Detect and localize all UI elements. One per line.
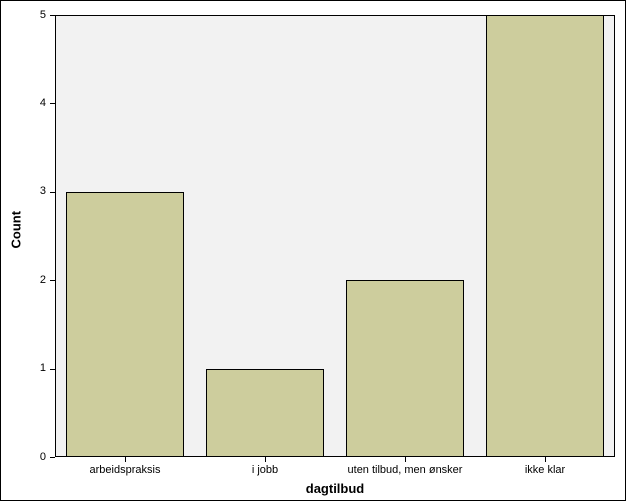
y-tick-label: 3 (26, 185, 46, 197)
x-tick-mark (125, 457, 126, 462)
x-tick-label: uten tilbud, men ønsker (335, 464, 475, 476)
y-tick-mark (50, 369, 55, 370)
x-tick-label: arbeidspraksis (55, 464, 195, 476)
y-tick-label: 0 (26, 451, 46, 463)
bar (66, 192, 184, 457)
y-axis-label: Count (9, 219, 24, 249)
y-tick-mark (50, 457, 55, 458)
y-tick-label: 2 (26, 274, 46, 286)
x-tick-mark (265, 457, 266, 462)
x-tick-mark (545, 457, 546, 462)
x-tick-label: i jobb (195, 464, 335, 476)
x-tick-mark (405, 457, 406, 462)
y-tick-mark (50, 103, 55, 104)
y-tick-label: 1 (26, 362, 46, 374)
bar (346, 280, 464, 457)
y-tick-mark (50, 15, 55, 16)
bar (486, 15, 604, 457)
y-tick-mark (50, 280, 55, 281)
y-tick-label: 4 (26, 97, 46, 109)
y-tick-mark (50, 192, 55, 193)
y-tick-label: 5 (26, 9, 46, 21)
bar (206, 369, 324, 457)
chart-container: Count dagtilbud 0 1 2 3 4 5 arbeidspraksisi jo… (0, 0, 626, 501)
x-axis-label: dagtilbud (55, 481, 615, 496)
x-tick-label: ikke klar (475, 464, 615, 476)
